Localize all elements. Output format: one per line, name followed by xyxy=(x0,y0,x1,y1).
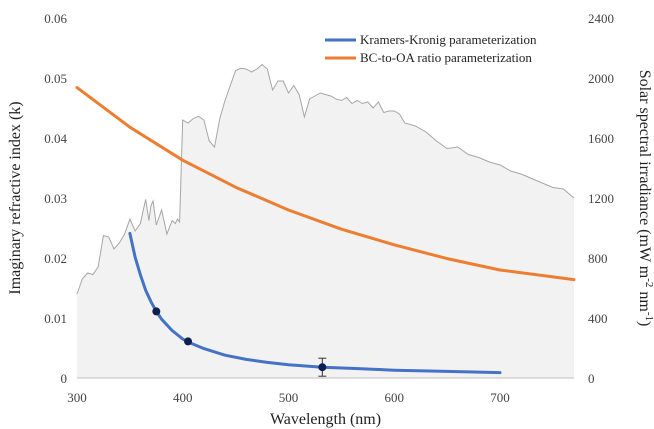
y2-tick-label: 800 xyxy=(588,251,608,266)
legend: Kramers-Kronig parameterization BC-to-OA… xyxy=(325,32,537,65)
kramers-kronig-line xyxy=(128,231,502,375)
solar-spectrum-line xyxy=(76,63,575,295)
y2-title-sup2: -1 xyxy=(643,312,654,321)
y-tick-label: 0.05 xyxy=(44,71,67,86)
y2-title-base: Solar spectral irradiance (mW m xyxy=(636,70,653,279)
y2-tick-label: 2000 xyxy=(588,71,614,86)
ticks-layer: 300 400 500 600 700 0 0.01 0.02 0.03 0.04 0.05 0.06… xyxy=(44,11,614,405)
x-axis-title: Wavelength (nm) xyxy=(270,411,381,428)
y-tick-label: 0 xyxy=(61,371,68,386)
spectrum-layer xyxy=(76,63,575,378)
markers-layer xyxy=(152,307,327,377)
y2-tick-label: 0 xyxy=(588,371,595,386)
data-marker xyxy=(184,337,193,346)
y-tick-label: 0.01 xyxy=(44,311,67,326)
lines-layer xyxy=(75,86,576,375)
y2-axis-title: Solar spectral irradiance (mW m-2 nm-1) xyxy=(636,70,654,327)
solar-spectrum-area xyxy=(77,64,574,378)
x-tick-label: 600 xyxy=(384,390,404,405)
y2-title-end: ) xyxy=(636,321,653,326)
y-axis-title: Imaginary refractive index (k) xyxy=(7,101,24,294)
y2-title-mid: nm xyxy=(636,287,653,312)
bc-to-oa-line xyxy=(75,86,576,282)
y-tick-label: 0.04 xyxy=(44,131,67,146)
data-marker xyxy=(152,307,161,316)
y-tick-label: 0.03 xyxy=(44,191,67,206)
x-tick-label: 400 xyxy=(173,390,193,405)
y2-tick-label: 1600 xyxy=(588,131,614,146)
x-tick-label: 300 xyxy=(67,390,87,405)
legend-label-kramers-kronig: Kramers-Kronig parameterization xyxy=(360,32,537,47)
legend-label-bc-to-oa: BC-to-OA ratio parameterization xyxy=(360,50,532,65)
data-marker xyxy=(318,363,327,372)
y-tick-label: 0.02 xyxy=(44,251,67,266)
y2-title-sup1: -2 xyxy=(643,278,654,287)
y-tick-label: 0.06 xyxy=(44,11,67,26)
y2-tick-label: 400 xyxy=(588,311,608,326)
y2-tick-label: 1200 xyxy=(588,191,614,206)
y2-tick-label: 2400 xyxy=(588,11,614,26)
x-tick-label: 700 xyxy=(490,390,510,405)
x-tick-label: 500 xyxy=(279,390,299,405)
